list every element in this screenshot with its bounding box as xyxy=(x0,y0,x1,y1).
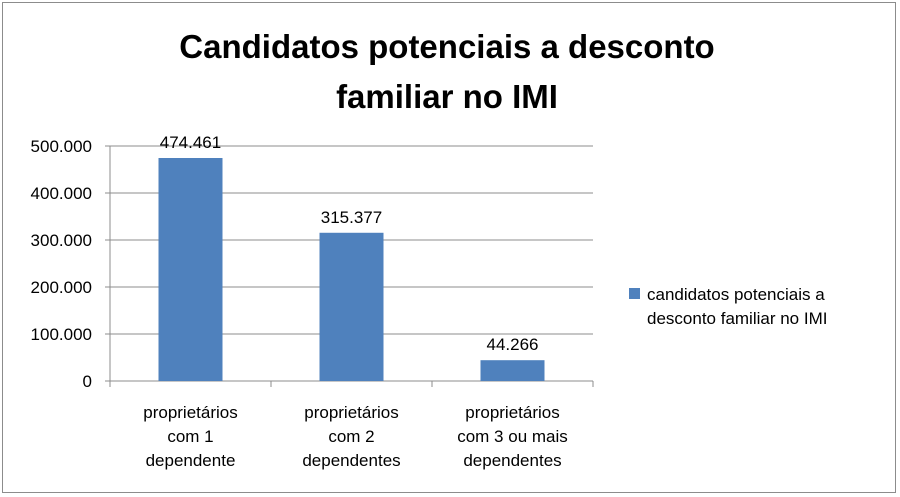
x-category-label: dependentes xyxy=(463,451,561,470)
data-labels: 474.461 315.377 44.266 xyxy=(160,133,539,354)
y-tick-label: 100.000 xyxy=(31,325,92,344)
bar xyxy=(158,158,223,381)
x-category-label: dependentes xyxy=(302,451,400,470)
data-label: 44.266 xyxy=(487,335,539,354)
chart-title-line: Candidatos potenciais a desconto xyxy=(179,28,714,65)
legend: candidatos potenciais a desconto familiar… xyxy=(629,285,827,328)
y-tick-label: 400.000 xyxy=(31,184,92,203)
y-axis-tick-labels: 0 100.000 200.000 300.000 400.000 500.000 xyxy=(31,137,92,391)
data-label: 315.377 xyxy=(321,208,382,227)
y-tick-label: 200.000 xyxy=(31,278,92,297)
legend-label: desconto familiar no IMI xyxy=(647,309,827,328)
chart-title: Candidatos potenciais a desconto familiar… xyxy=(179,28,714,115)
x-category-label: proprietários xyxy=(465,403,560,422)
x-category-label: com 2 xyxy=(328,427,374,446)
x-category-label: com 3 ou mais xyxy=(457,427,568,446)
chart-title-line: familiar no IMI xyxy=(336,78,558,115)
x-category-label: proprietários xyxy=(304,403,399,422)
x-category-label: dependente xyxy=(146,451,236,470)
legend-label: candidatos potenciais a xyxy=(647,285,825,304)
bar xyxy=(480,360,545,381)
x-axis-category-labels: proprietários com 1 dependente proprietário… xyxy=(143,403,568,470)
bars xyxy=(158,158,545,381)
x-category-label: proprietários xyxy=(143,403,238,422)
y-tick-label: 300.000 xyxy=(31,231,92,250)
data-label: 474.461 xyxy=(160,133,221,152)
x-category-label: com 1 xyxy=(167,427,213,446)
bar xyxy=(319,232,384,381)
legend-swatch xyxy=(629,288,640,299)
y-tick-label: 0 xyxy=(83,372,92,391)
y-tick-label: 500.000 xyxy=(31,137,92,156)
